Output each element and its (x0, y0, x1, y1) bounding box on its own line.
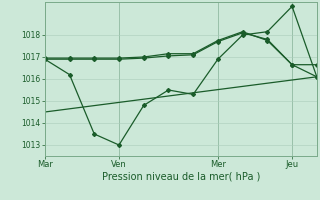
X-axis label: Pression niveau de la mer( hPa ): Pression niveau de la mer( hPa ) (102, 172, 260, 182)
